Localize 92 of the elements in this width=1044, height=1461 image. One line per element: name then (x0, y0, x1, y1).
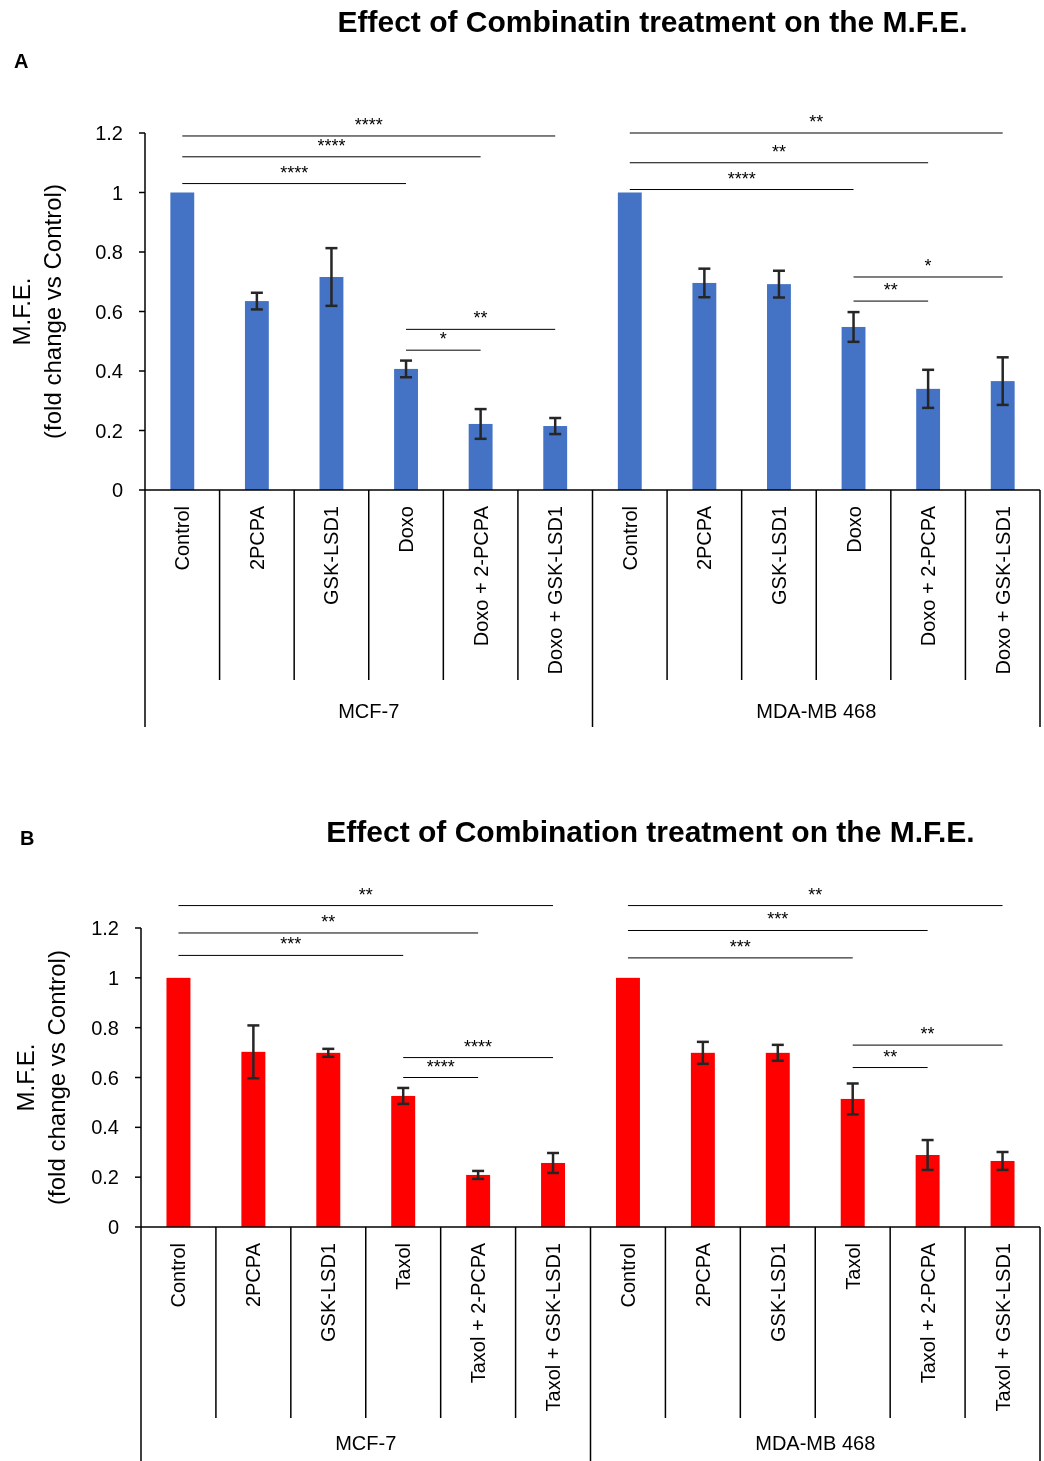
annotation: *** (767, 909, 789, 930)
text: ** (358, 884, 373, 905)
bar (690, 1052, 715, 1227)
bar (765, 1052, 790, 1227)
bar (241, 1051, 266, 1227)
bar (990, 1160, 1015, 1227)
x-tick-label: GSK-LSD1 (317, 1243, 340, 1342)
text: ** (809, 112, 824, 132)
y-axis-title: M.F.E. (fold change vs Control) (8, 184, 67, 439)
bar (391, 1095, 416, 1227)
x-tick-label: Control (618, 506, 641, 571)
x-tick-label: Control (616, 1243, 639, 1308)
x-tick-label: Taxol (392, 1243, 415, 1290)
text: A (14, 50, 29, 72)
annotation: **** (354, 114, 383, 135)
y-tick-label: 0.8 (91, 1016, 119, 1039)
text: MDA-MB 468 (755, 1432, 876, 1454)
annotation: ** (473, 308, 488, 329)
bar (916, 388, 941, 490)
y-tick-label: 1.2 (95, 122, 123, 144)
bar (466, 1174, 491, 1227)
y-tick-label: 1 (107, 966, 119, 989)
chart-title: Effect of Combination treatment on the M.F.E. (326, 815, 975, 848)
x-tick-label: Control (167, 1243, 190, 1308)
annotation: **** (280, 162, 309, 183)
bar (316, 1052, 341, 1227)
bar (394, 368, 418, 490)
chart-title: Effect of Combinatin treatment on the M.F.E. (337, 5, 968, 38)
x-tick-label: Taxol + 2-PCPA (467, 1242, 490, 1384)
bar (319, 276, 344, 490)
y-tick-label: 0.2 (91, 1166, 119, 1189)
bar (617, 192, 642, 490)
y-tick-label: 0 (107, 1216, 119, 1238)
x-tick-label: 2PCPA (242, 1242, 265, 1308)
text: B (20, 827, 35, 849)
x-tick-label: Doxo + GSK-LSD1 (991, 506, 1014, 675)
text: MCF-7 (338, 700, 400, 722)
annotation: *** (729, 936, 751, 957)
bar (468, 423, 493, 490)
y-tick-label: 0.6 (91, 1066, 119, 1089)
x-tick-label: Control (171, 506, 194, 571)
bar (166, 977, 191, 1227)
x-tick-label: Doxo (395, 506, 418, 553)
y-tick-label: 1 (111, 181, 123, 204)
y-tick-label: 0.4 (91, 1116, 119, 1139)
x-tick-label: Doxo + GSK-LSD1 (544, 506, 567, 675)
x-tick-label: 2PCPA (693, 505, 716, 571)
bar (767, 284, 791, 490)
y-tick-label: 0.2 (95, 419, 123, 442)
annotation: ** (883, 280, 898, 301)
y-tick-label: 0.6 (95, 300, 123, 323)
bar (840, 1098, 865, 1227)
annotation: ** (883, 1046, 898, 1067)
annotation: ** (771, 141, 786, 162)
y-tick-label: 0.4 (95, 360, 123, 382)
bar (543, 426, 568, 490)
annotation: **** (464, 1036, 493, 1057)
bar (170, 192, 195, 490)
bar (615, 977, 640, 1227)
x-tick-label: Taxol (841, 1243, 864, 1290)
annotation: ** (920, 1024, 935, 1045)
annotation: * (439, 329, 447, 350)
x-tick-label: GSK-LSD1 (767, 506, 790, 605)
annotation: *** (280, 934, 302, 955)
annotation: **** (317, 135, 346, 156)
bar (541, 1162, 566, 1227)
bar (841, 326, 866, 490)
x-tick-label: GSK-LSD1 (320, 506, 343, 605)
y-tick-label: 1.2 (91, 917, 119, 939)
text: MDA-MB 468 (756, 700, 877, 722)
y-axis-title: M.F.E. (fold change vs Control) (12, 950, 71, 1205)
text: MCF-7 (335, 1432, 397, 1454)
x-tick-label: Doxo + 2-PCPA (917, 505, 940, 647)
y-tick-label: 0 (111, 479, 123, 501)
x-tick-label: 2PCPA (691, 1242, 714, 1308)
x-tick-label: Doxo (842, 506, 865, 553)
bar (244, 301, 269, 490)
x-tick-label: Doxo + 2-PCPA (469, 505, 492, 647)
annotation: ** (321, 911, 336, 932)
annotation: **** (727, 168, 756, 189)
annotation: * (924, 255, 932, 276)
x-tick-label: Taxol + GSK-LSD1 (991, 1243, 1014, 1412)
bar (692, 282, 717, 490)
bar (915, 1154, 940, 1227)
x-tick-label: GSK-LSD1 (766, 1243, 789, 1342)
text: ** (808, 884, 823, 905)
annotation: **** (426, 1056, 455, 1077)
x-tick-label: Taxol + GSK-LSD1 (542, 1243, 565, 1412)
x-tick-label: Taxol + 2-PCPA (916, 1242, 939, 1384)
bar (990, 381, 1015, 490)
y-tick-label: 0.8 (95, 241, 123, 263)
x-tick-label: 2PCPA (245, 505, 268, 571)
